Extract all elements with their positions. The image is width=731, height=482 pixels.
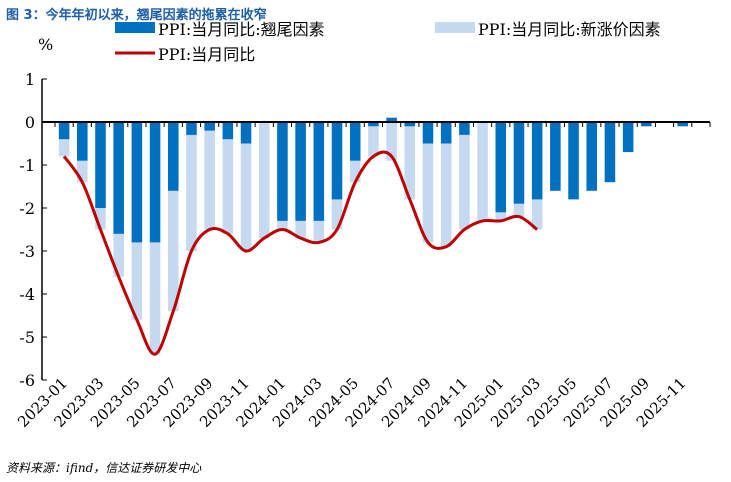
bar-carryover xyxy=(404,122,416,127)
bar-new-factor xyxy=(186,134,197,251)
source-note: 资料来源：ifind，信达证券研发中心 xyxy=(6,461,202,475)
y-tick-label: -6 xyxy=(19,371,35,390)
bar-carryover xyxy=(77,122,88,161)
bar-carryover xyxy=(204,122,215,131)
bar-carryover xyxy=(622,122,634,153)
bar-carryover xyxy=(186,122,197,135)
bar-new-factor xyxy=(404,126,416,200)
bar-new-factor xyxy=(313,220,325,243)
bar-new-factor xyxy=(495,212,507,221)
y-tick-label: 1 xyxy=(25,70,35,89)
bar-new-factor xyxy=(422,143,434,243)
bar-new-factor xyxy=(222,139,234,234)
bar-new-factor xyxy=(240,143,252,251)
bar-new-factor xyxy=(277,220,288,230)
y-unit-label: % xyxy=(38,35,53,54)
bar-carryover xyxy=(240,122,252,144)
bar-carryover xyxy=(568,122,579,200)
bar-new-factor xyxy=(513,203,525,217)
bar-carryover xyxy=(422,122,434,144)
bar-new-factor xyxy=(531,199,543,230)
legend-label: PPI:当月同比:翘尾因素 xyxy=(158,20,325,39)
bar-new-factor xyxy=(167,190,179,312)
bar-new-factor xyxy=(459,134,470,230)
bar-carryover xyxy=(531,122,543,200)
bar-carryover xyxy=(386,117,397,122)
bar-new-factor xyxy=(77,160,88,183)
bar-carryover xyxy=(95,122,106,208)
bar-carryover xyxy=(604,122,616,183)
bar-new-factor xyxy=(113,233,124,277)
bar-carryover xyxy=(550,122,561,191)
bar-carryover xyxy=(331,122,343,200)
bar-carryover xyxy=(167,122,179,191)
ppi-line xyxy=(62,150,539,356)
y-tick-label: -3 xyxy=(19,242,35,261)
bar-carryover xyxy=(641,122,652,127)
bar-new-factor xyxy=(349,160,361,183)
bar-new-factor xyxy=(440,143,452,247)
y-tick-label: -1 xyxy=(19,156,35,175)
y-tick-label: -4 xyxy=(19,285,35,304)
bar-carryover xyxy=(131,122,143,243)
bar-carryover xyxy=(368,122,379,127)
bar-carryover xyxy=(440,122,452,144)
y-tick-label: -2 xyxy=(19,199,35,218)
legend-label: PPI:当月同比:新涨价因素 xyxy=(478,20,661,39)
bar-new-factor xyxy=(295,220,306,239)
bar-new-factor xyxy=(204,130,215,230)
bar-carryover xyxy=(113,122,124,234)
bar-carryover xyxy=(149,122,161,243)
bar-carryover xyxy=(349,122,361,161)
legend-label: PPI:当月同比 xyxy=(158,45,255,64)
bar-new-factor xyxy=(149,242,161,355)
bar-carryover xyxy=(495,122,507,213)
bar-carryover xyxy=(513,122,525,204)
bar-new-factor xyxy=(95,208,106,230)
legend-swatch xyxy=(115,22,155,33)
bar-carryover xyxy=(222,122,234,140)
bar-new-factor xyxy=(331,199,343,230)
bar-new-factor xyxy=(58,139,70,157)
bar-new-factor xyxy=(258,122,270,239)
bar-carryover xyxy=(459,122,470,135)
bar-carryover xyxy=(313,122,325,221)
bar-carryover xyxy=(677,122,688,127)
y-tick-label: -5 xyxy=(19,328,35,347)
bar-carryover xyxy=(277,122,288,221)
bar-carryover xyxy=(58,122,70,140)
y-tick-label: 0 xyxy=(25,113,35,132)
bar-carryover xyxy=(295,122,306,221)
chart-title: 图 3：今年年初以来，翘尾因素的拖累在收窄 xyxy=(6,8,267,23)
bar-carryover xyxy=(586,122,598,191)
bar-new-factor xyxy=(477,122,488,221)
bar-new-factor xyxy=(131,242,143,320)
bar-new-factor xyxy=(386,122,397,161)
legend-swatch xyxy=(435,22,475,33)
bar-new-factor xyxy=(368,126,379,157)
